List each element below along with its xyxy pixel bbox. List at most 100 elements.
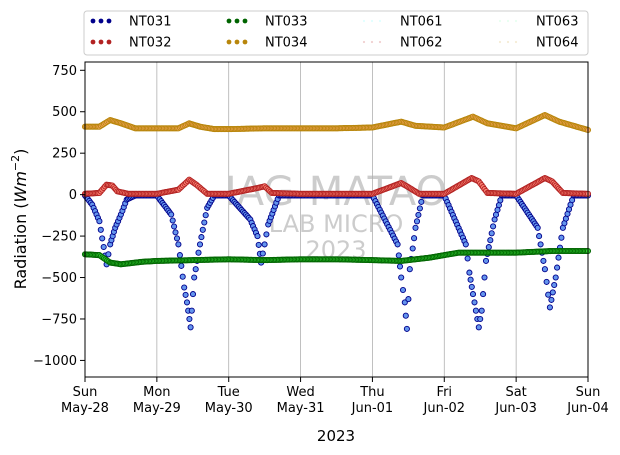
data-point [191,274,198,281]
data-point [534,224,541,231]
data-point [472,307,479,314]
x-tick-label-date: May-29 [133,401,181,416]
legend-marker [226,18,232,24]
legend-label: NT033 [265,15,307,30]
data-point [488,230,495,237]
data-point [105,251,112,258]
data-point [183,299,191,306]
data-point [466,269,473,276]
x-tick-label-weekday: Tue [217,385,240,400]
data-point [481,274,488,281]
data-point [485,244,492,251]
grid-lines [156,62,517,377]
data-point [176,252,183,259]
data-point [395,252,402,259]
legend-label: NT031 [129,15,171,30]
data-point [403,325,410,332]
data-point [178,262,185,269]
data-point [195,249,202,256]
legend-item-nt033: NT033 [226,15,307,30]
data-point [487,237,494,244]
data-point [179,273,186,280]
data-point [490,223,497,230]
data-point [543,278,550,285]
data-point [202,212,209,219]
series-layer [81,112,592,332]
legend-marker [370,40,374,44]
x-tick-label-date: May-31 [277,401,325,416]
y-tick-label: −500 [41,271,77,286]
y-tick-label: −250 [41,230,77,245]
legend-item-nt063: NT063 [498,15,578,30]
x-tick-label-weekday: Sat [505,385,526,400]
x-tick-label-weekday: Mon [143,385,170,400]
data-point [469,291,477,298]
data-point [409,245,416,252]
legend-marker [234,39,240,45]
data-point [540,257,547,264]
data-point [168,211,175,218]
data-point [396,263,404,270]
data-point [558,234,565,241]
legend-label: NT032 [129,36,171,51]
legend-marker [234,18,240,24]
legend-item-nt064: NT064 [498,36,578,51]
x-tick-label-date: May-30 [205,401,253,416]
data-point [551,281,558,289]
series-nt034 [81,112,592,134]
y-tick-label: −1000 [33,354,77,369]
legend-marker [378,40,382,44]
data-point [541,266,548,273]
data-point [467,276,474,283]
data-point [196,241,204,248]
data-point [412,224,419,231]
y-tick-label: −750 [41,312,77,327]
data-point [186,315,193,323]
legend-label: NT063 [536,15,578,30]
data-point [462,241,469,248]
data-point [182,291,189,298]
data-point [552,274,559,281]
data-point [175,241,182,248]
data-point [198,234,205,241]
legend-marker [242,18,248,24]
data-point [480,291,487,298]
legend-marker [98,39,104,45]
data-point [97,226,104,233]
legend-label: NT034 [265,36,307,51]
data-point [405,296,412,303]
data-point [418,198,425,205]
legend-item-nt032: NT032 [90,36,171,51]
data-point [394,241,401,248]
data-point [464,255,471,262]
y-axis-label: Radiation (Wm−2) [9,149,30,290]
data-point [188,307,195,314]
data-point [482,257,490,264]
x-tick-label-weekday: Fri [437,385,453,400]
legend-marker [498,19,502,23]
legend-marker [498,40,502,44]
data-point [411,235,418,242]
legend-item-nt061: NT061 [362,15,442,30]
legend-marker [98,18,104,24]
data-point [189,291,197,298]
legend-marker [242,39,248,45]
x-tick-label-weekday: Sun [73,385,98,400]
legend-marker [226,39,232,45]
legend-box [83,10,589,56]
x-tick-label-weekday: Thu [359,385,384,400]
plot-frame [84,61,589,378]
data-point [263,231,270,238]
data-point [181,284,188,291]
legend-marker [514,40,518,44]
y-tick-label: 750 [52,64,77,79]
data-point [100,243,107,251]
data-point [398,274,405,281]
legend-label: NT064 [536,36,578,51]
data-point [99,235,106,242]
data-point [415,211,422,218]
series-nt033 [81,247,592,268]
data-point [173,235,181,242]
x-tick-label-date: Jun-04 [566,401,609,416]
